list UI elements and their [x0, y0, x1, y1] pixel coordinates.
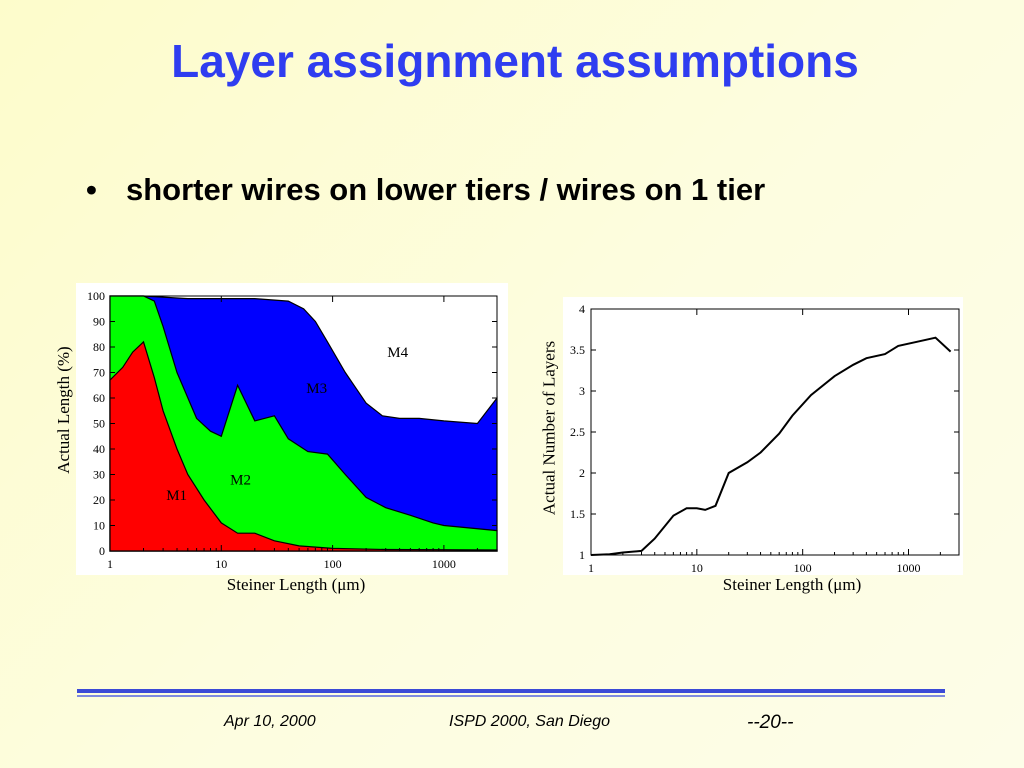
y-tick-label: 2 — [579, 466, 585, 480]
footer-page-number: --20-- — [747, 712, 794, 733]
y-tick-label: 1.5 — [570, 507, 585, 521]
series-label-m1: M1 — [166, 488, 187, 504]
x-tick-label: 1000 — [432, 557, 456, 571]
slide-title: Layer assignment assumptions — [171, 35, 859, 87]
y-tick-label: 30 — [93, 468, 105, 482]
y-tick-label: 40 — [93, 442, 105, 456]
left-chart-xlabel: Steiner Length (μm) — [226, 575, 366, 594]
series-label-m3: M3 — [306, 381, 327, 397]
area-m1 — [109, 340, 498, 552]
y-tick-label: 70 — [93, 366, 105, 380]
y-tick-label: 60 — [93, 391, 105, 405]
footer-rule-thin — [77, 695, 945, 697]
y-tick-label: 3 — [579, 384, 585, 398]
y-tick-label: 1 — [579, 548, 585, 562]
footer-date: Apr 10, 2000 — [224, 713, 316, 730]
right-chart-ylabel: Actual Number of Layers — [539, 340, 559, 516]
y-tick-label: 2.5 — [570, 425, 585, 439]
layer-area-chart: 0 10 20 30 40 50 60 70 80 90 100 1 10 100 1000 M1 M2 M3 M4 — [76, 283, 508, 575]
bullet-text: shorter wires on lower tiers / wires on … — [126, 172, 766, 207]
y-tick-label: 0 — [99, 544, 105, 558]
x-tick-label: 100 — [794, 561, 812, 575]
y-tick-label: 3.5 — [570, 343, 585, 357]
left-chart-ylabel: Actual Length (%) — [54, 346, 73, 474]
plot-frame — [590, 308, 960, 556]
y-tick-label: 90 — [93, 315, 105, 329]
x-tick-label: 10 — [215, 557, 227, 571]
x-tick-label: 1000 — [897, 561, 921, 575]
y-tick-label: 4 — [579, 302, 585, 316]
series-label-m4: M4 — [387, 345, 408, 361]
y-tick-label: 100 — [87, 289, 105, 303]
series-line — [590, 336, 952, 556]
layers-line-chart: 1 1.5 2 2.5 3 3.5 4 1 10 100 1000 — [563, 297, 963, 575]
series-label-m2: M2 — [230, 473, 251, 489]
x-tick-label: 1 — [107, 557, 113, 571]
layers-line-chart-svg: 1 1.5 2 2.5 3 3.5 4 1 10 100 1000 — [570, 302, 960, 575]
y-tick-label: 20 — [93, 493, 105, 507]
x-tick-label: 100 — [324, 557, 342, 571]
footer-venue: ISPD 2000, San Diego — [449, 713, 610, 730]
x-tick-label: 10 — [691, 561, 703, 575]
y-tick-label: 50 — [93, 417, 105, 431]
bullet-dot: • — [86, 172, 97, 207]
y-tick-label: 80 — [93, 340, 105, 354]
area-m2 — [109, 295, 498, 552]
right-chart-xlabel: Steiner Length (μm) — [722, 575, 862, 594]
footer-rule-thick — [77, 689, 945, 693]
x-tick-label: 1 — [588, 561, 594, 575]
y-tick-label: 10 — [93, 519, 105, 533]
